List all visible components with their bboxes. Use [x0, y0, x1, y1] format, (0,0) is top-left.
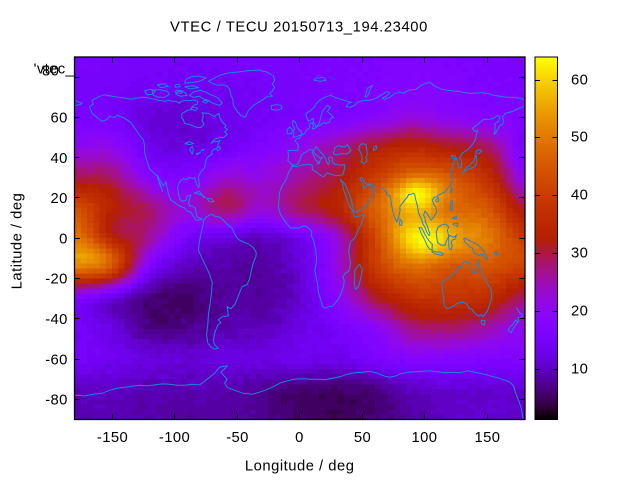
svg-text:150: 150 — [475, 430, 501, 446]
svg-text:'vtec_: 'vtec_ — [34, 61, 75, 77]
svg-text:40: 40 — [51, 151, 68, 167]
svg-text:-50: -50 — [226, 430, 249, 446]
svg-text:-40: -40 — [45, 312, 68, 328]
svg-text:60: 60 — [571, 73, 588, 89]
svg-text:20: 20 — [51, 191, 68, 207]
svg-text:-60: -60 — [45, 352, 68, 368]
svg-text:VTEC / TECU 20150713_194.23400: VTEC / TECU 20150713_194.23400 — [170, 20, 428, 36]
svg-text:30: 30 — [571, 246, 588, 262]
svg-text:0: 0 — [59, 231, 68, 247]
svg-text:80: 80 — [42, 63, 59, 79]
svg-text:60: 60 — [51, 111, 68, 127]
svg-text:20: 20 — [571, 304, 588, 320]
svg-text:-150: -150 — [97, 430, 128, 446]
svg-text:50: 50 — [571, 130, 588, 146]
svg-text:Longitude / deg: Longitude / deg — [245, 458, 355, 474]
svg-text:10: 10 — [571, 362, 588, 378]
svg-text:-100: -100 — [159, 430, 190, 446]
svg-text:100: 100 — [412, 430, 438, 446]
svg-text:40: 40 — [571, 188, 588, 204]
svg-text:-20: -20 — [45, 272, 68, 288]
svg-text:0: 0 — [295, 430, 304, 446]
svg-text:-80: -80 — [45, 393, 68, 409]
svg-text:Latitude / deg: Latitude / deg — [10, 193, 26, 290]
svg-text:50: 50 — [354, 430, 371, 446]
